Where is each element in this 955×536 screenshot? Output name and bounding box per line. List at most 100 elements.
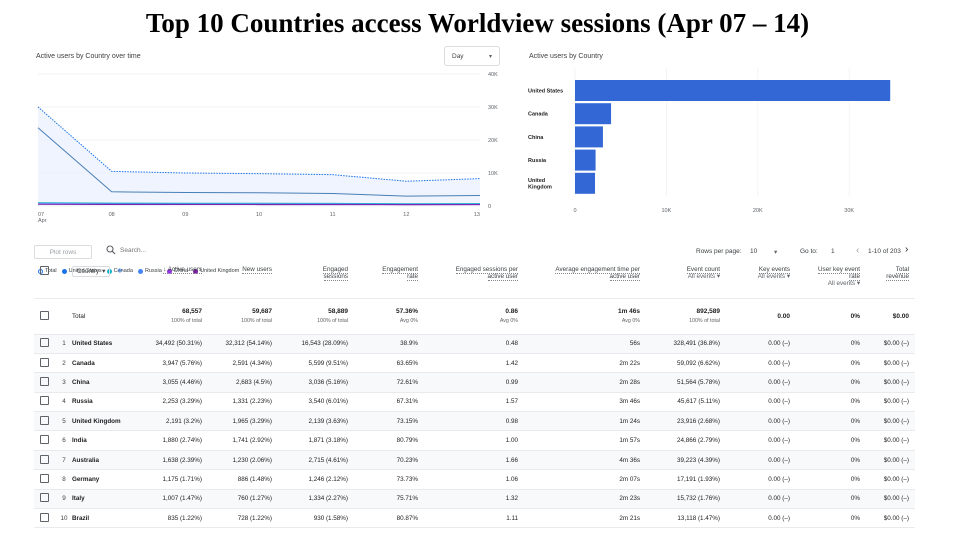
granularity-select[interactable]: Day ▾ xyxy=(444,46,500,66)
col-engaged-per-user[interactable]: Engaged sessions per active user xyxy=(455,266,518,281)
table-row[interactable]: 8 Germany 1,175 (1.71%) 886 (1.48%) 1,246 (2… xyxy=(34,469,915,490)
country-name[interactable]: United States xyxy=(72,334,142,354)
legend-label: Total xyxy=(45,268,57,274)
cell-key: 0.00 (–) xyxy=(726,392,796,413)
table-row[interactable]: 9 Italy 1,007 (1.47%) 760 (1.27%) 1,334 (2.2… xyxy=(34,489,915,510)
cell-active: 1,880 (2.74%) xyxy=(142,430,208,451)
bar-label: Russia xyxy=(528,158,547,164)
cell-new: 1,331 (2.23%) xyxy=(208,392,278,413)
cell-key: 0.00 (–) xyxy=(726,372,796,393)
cell-engaged: 1,871 (3.18%) xyxy=(278,430,354,451)
cell-new: 1,741 (2.92%) xyxy=(208,430,278,451)
table-row[interactable]: 2 Canada 3,947 (5.76%) 2,591 (4.34%) 5,599 (… xyxy=(34,353,915,374)
country-name[interactable]: Brazil xyxy=(72,508,142,529)
cell-per-user: 0.98 xyxy=(424,411,524,432)
cell-revenue: $0.00 (–) xyxy=(866,450,915,471)
col-event-count[interactable]: Event count All events ▾ xyxy=(686,266,720,280)
table-row[interactable]: 4 Russia 2,253 (3.29%) 1,331 (2.23%) 3,540 (… xyxy=(34,392,915,413)
legend-item[interactable]: United Kingdom xyxy=(193,268,239,274)
legend-label: Russia xyxy=(144,268,162,274)
table-row[interactable]: 6 India 1,880 (2.74%) 1,741 (2.92%) 1,871 (3… xyxy=(34,430,915,451)
legend-item[interactable]: China xyxy=(166,268,188,274)
table-row[interactable]: 5 United Kingdom 2,191 (3.2%) 1,965 (3.29%)… xyxy=(34,411,915,432)
dimension-select[interactable]: Country ▾ xyxy=(72,266,111,278)
x-tick-label: 12 xyxy=(403,212,409,218)
cell-rate: 73.73% xyxy=(354,469,424,490)
select-all-checkbox[interactable] xyxy=(40,266,49,275)
col-engaged-sessions[interactable]: Engaged sessions xyxy=(322,266,348,281)
cell-rate: 80.79% xyxy=(354,430,424,451)
col-total-revenue[interactable]: Total revenue xyxy=(886,266,909,281)
chevron-down-icon[interactable]: ▾ xyxy=(774,249,778,256)
cell-events: 328,491 (36.8%) xyxy=(646,334,726,354)
cell-time: 2m 23s xyxy=(524,489,646,510)
table-row[interactable]: 3 China 3,055 (4.46%) 2,683 (4.5%) 3,036 (5.… xyxy=(34,372,915,393)
x-tick-label: 0 xyxy=(573,208,576,214)
cell-per-user: 1.42 xyxy=(424,353,524,374)
col-avg-engagement-time[interactable]: Average engagement time per active user xyxy=(555,266,640,281)
legend-item[interactable]: Canada xyxy=(106,268,133,274)
row-checkbox[interactable] xyxy=(40,454,49,464)
cell-key-rate: 0% xyxy=(796,489,866,510)
total-area xyxy=(38,107,480,206)
country-name[interactable]: Australia xyxy=(72,450,142,471)
country-name[interactable]: Italy xyxy=(72,489,142,510)
row-checkbox[interactable] xyxy=(40,396,49,406)
row-index: 2 xyxy=(56,353,72,374)
x-tick-label: 08 xyxy=(109,212,115,218)
table-row[interactable]: 10 Brazil 835 (1.22%) 728 (1.22%) 930 (1.58%… xyxy=(34,508,915,529)
country-name[interactable]: India xyxy=(72,430,142,451)
cell-per-user: 0.48 xyxy=(424,334,524,354)
cell-new: 2,683 (4.5%) xyxy=(208,372,278,393)
rows-per-page-label: Rows per page: xyxy=(696,248,742,255)
chevron-left-icon[interactable]: ‹ xyxy=(856,245,860,256)
cell-revenue: $0.00 (–) xyxy=(866,469,915,490)
series-line xyxy=(37,127,481,197)
cell-revenue: $0.00 (–) xyxy=(866,508,915,529)
col-active-users[interactable]: ↓ Active users xyxy=(163,266,202,274)
bar-chart-card: Active users by Country 0 10K 20K 30K United… xyxy=(527,46,917,236)
country-name[interactable]: United Kingdom xyxy=(72,411,142,432)
cell-rate: 38.9% xyxy=(354,334,424,354)
cell-per-user: 1.57 xyxy=(424,392,524,413)
x-tick-label: 20K xyxy=(753,208,763,214)
total-row: Total 68,557 100% of total 59,687 100% of … xyxy=(34,297,915,335)
row-checkbox[interactable] xyxy=(40,338,49,348)
country-name[interactable]: Russia xyxy=(72,392,142,413)
legend-item[interactable]: Russia xyxy=(137,268,162,274)
col-engagement-rate[interactable]: Engagement rate xyxy=(382,266,418,281)
cell-engaged: 5,599 (9.51%) xyxy=(278,353,354,374)
table-toolbar: Plot rows Rows per page: 10 ▾ Go to: 1 ‹… xyxy=(34,243,915,261)
bar-label: China xyxy=(528,135,544,141)
chevron-right-icon[interactable]: › xyxy=(905,244,909,255)
bar xyxy=(575,80,891,101)
row-index: 3 xyxy=(56,372,72,393)
country-name[interactable]: Canada xyxy=(72,353,142,374)
row-checkbox[interactable] xyxy=(40,376,49,386)
row-checkbox[interactable] xyxy=(40,473,49,483)
col-key-events[interactable]: Key events All events ▾ xyxy=(757,266,790,280)
go-to-input[interactable]: 1 xyxy=(831,248,835,255)
rows-per-page-select[interactable]: 10 xyxy=(750,248,758,255)
cell-key-rate: 0% xyxy=(796,334,866,354)
table-row[interactable]: 1 United States 34,492 (50.31%) 32,312 (54.… xyxy=(34,334,915,354)
total-checkbox[interactable] xyxy=(40,310,49,320)
country-name[interactable]: Germany xyxy=(72,469,142,490)
plot-rows-button[interactable]: Plot rows xyxy=(34,245,92,259)
cell-rate: 72.61% xyxy=(354,372,424,393)
bar xyxy=(575,103,612,125)
row-checkbox[interactable] xyxy=(40,357,49,367)
row-checkbox[interactable] xyxy=(40,512,49,522)
row-checkbox[interactable] xyxy=(40,415,49,425)
search-input[interactable] xyxy=(120,247,220,254)
country-name[interactable]: China xyxy=(72,372,142,393)
row-checkbox[interactable] xyxy=(40,435,49,445)
col-new-users[interactable]: New users xyxy=(242,266,272,274)
cell-active: 1,175 (1.71%) xyxy=(142,469,208,490)
col-user-key-event-rate[interactable]: User key event rate All events ▾ xyxy=(818,266,860,287)
row-checkbox[interactable] xyxy=(40,493,49,503)
legend-item[interactable]: United States xyxy=(61,268,102,274)
cell-events: 39,223 (4.39%) xyxy=(646,450,726,471)
add-dimension-icon[interactable]: + xyxy=(116,266,123,277)
table-row[interactable]: 7 Australia 1,638 (2.39%) 1,230 (2.06%) 2,71… xyxy=(34,450,915,471)
